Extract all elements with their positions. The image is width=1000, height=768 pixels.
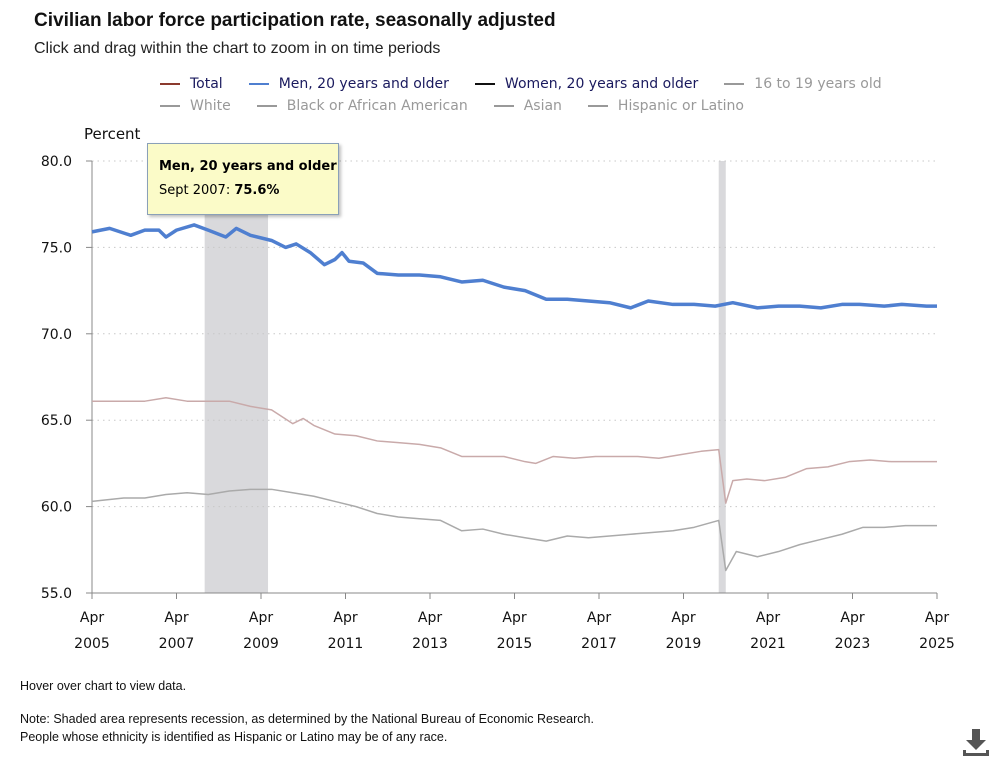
x-tick-year: 2015 bbox=[497, 636, 533, 652]
x-tick-year: 2007 bbox=[159, 636, 195, 652]
legend-swatch bbox=[587, 104, 608, 107]
legend-label: 16 to 19 years old bbox=[754, 76, 882, 92]
tooltip-value: 75.6% bbox=[234, 183, 280, 198]
x-tick-month: Apr bbox=[249, 610, 273, 626]
x-tick-month: Apr bbox=[80, 610, 104, 626]
x-tick-month: Apr bbox=[587, 610, 611, 626]
legend-item[interactable]: Women, 20 years and older bbox=[474, 74, 699, 95]
series-line bbox=[91, 223, 937, 310]
chart-subtitle: Click and drag within the chart to zoom … bbox=[34, 40, 441, 57]
y-axis-label: Percent bbox=[84, 125, 141, 143]
legend-label: Women, 20 years and older bbox=[504, 76, 699, 92]
legend-swatch bbox=[724, 83, 745, 85]
y-tick-label: 70.0 bbox=[41, 327, 72, 343]
tooltip: Men, 20 years and older Sept 2007: 75.6% bbox=[147, 143, 339, 215]
download-button[interactable] bbox=[960, 726, 992, 758]
legend-label: Hispanic or Latino bbox=[617, 97, 744, 114]
x-tick-year: 2005 bbox=[74, 636, 110, 652]
x-tick-month: Apr bbox=[502, 610, 526, 626]
x-tick-year: 2011 bbox=[328, 636, 364, 652]
legend-item[interactable]: Total bbox=[160, 74, 223, 95]
legend-item[interactable]: White bbox=[160, 95, 231, 116]
recession-note: Note: Shaded area represents recession, … bbox=[20, 712, 594, 726]
x-tick-month: Apr bbox=[840, 610, 864, 626]
legend-label: Men, 20 years and older bbox=[278, 76, 449, 92]
y-tick-label: 60.0 bbox=[41, 500, 72, 516]
legend-item[interactable]: Asian bbox=[493, 95, 562, 116]
series-line bbox=[91, 488, 937, 572]
legend-swatch bbox=[474, 83, 495, 85]
x-tick-year: 2013 bbox=[412, 636, 448, 652]
hover-note: Hover over chart to view data. bbox=[20, 679, 187, 693]
x-tick-month: Apr bbox=[756, 610, 780, 626]
chart-area[interactable]: 80.0 75.0 70.0 65.0 60.0 55.0 Percent Apr 2005 Ap… bbox=[0, 0, 1000, 680]
series-line bbox=[92, 396, 937, 504]
x-tick-year: 2025 bbox=[919, 636, 955, 652]
y-tick-label: 55.0 bbox=[41, 586, 72, 602]
legend-label: Black or African American bbox=[286, 97, 468, 114]
x-tick-year: 2009 bbox=[243, 636, 279, 652]
legend-label: Asian bbox=[523, 97, 562, 114]
legend-swatch bbox=[493, 104, 514, 107]
y-tick-label: 75.0 bbox=[41, 240, 72, 256]
x-tick-year: 2021 bbox=[750, 636, 786, 652]
x-tick-month: Apr bbox=[418, 610, 442, 626]
download-icon bbox=[963, 729, 989, 756]
legend-item[interactable]: Black or African American bbox=[256, 95, 468, 116]
legend-swatch bbox=[160, 104, 180, 107]
tooltip-series: Men, 20 years and older bbox=[159, 159, 337, 174]
legend: Total Men, 20 years and older Women, 20 ye… bbox=[160, 73, 920, 116]
legend-item[interactable]: Men, 20 years and older bbox=[248, 74, 449, 95]
y-tick-label: 65.0 bbox=[41, 413, 72, 429]
legend-swatch bbox=[248, 83, 269, 85]
legend-label: White bbox=[190, 97, 231, 114]
x-tick-month: Apr bbox=[925, 610, 949, 626]
ethnicity-note: People whose ethnicity is identified as … bbox=[20, 730, 448, 744]
legend-swatch bbox=[160, 83, 180, 85]
tooltip-date: Sept 2007: bbox=[159, 183, 235, 198]
recession-band bbox=[204, 161, 269, 593]
x-tick-year: 2019 bbox=[666, 636, 702, 652]
legend-item[interactable]: 16 to 19 years old bbox=[724, 74, 882, 95]
legend-item[interactable]: Hispanic or Latino bbox=[587, 95, 744, 116]
legend-swatch bbox=[256, 104, 277, 107]
x-tick-year: 2017 bbox=[581, 636, 617, 652]
legend-label: Total bbox=[190, 76, 223, 92]
y-tick-label: 80.0 bbox=[41, 154, 72, 170]
x-tick-month: Apr bbox=[333, 610, 357, 626]
recession-band bbox=[718, 161, 726, 593]
x-tick-month: Apr bbox=[671, 610, 695, 626]
x-tick-month: Apr bbox=[164, 610, 188, 626]
x-tick-year: 2023 bbox=[835, 636, 871, 652]
chart-title: Civilian labor force participation rate,… bbox=[34, 10, 556, 31]
